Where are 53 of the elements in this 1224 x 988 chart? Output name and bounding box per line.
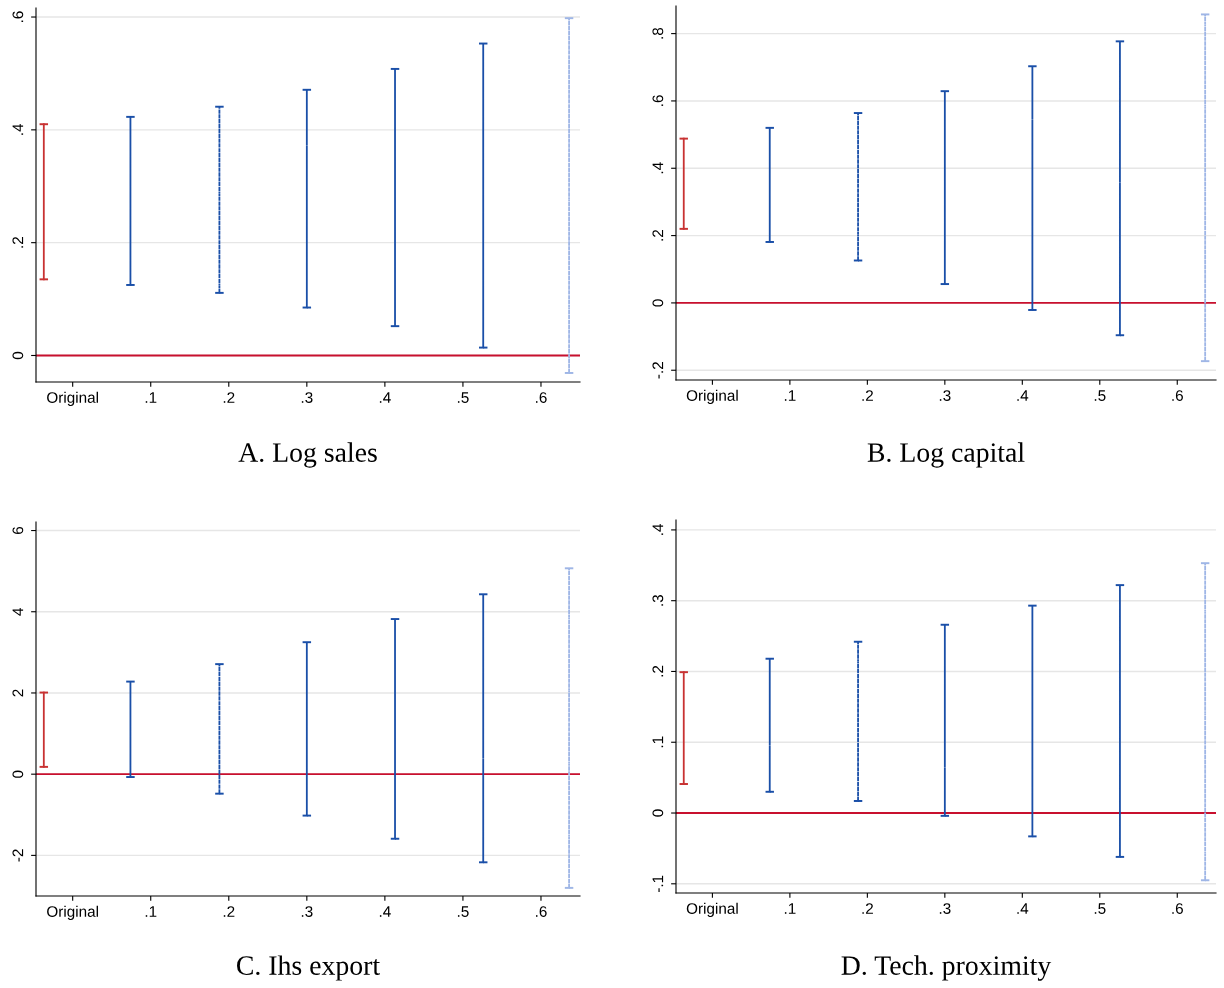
x-tick-label: Original [47,391,98,406]
y-tick-label: 0 [12,351,24,360]
x-tick-label: .4 [1017,390,1029,401]
x-tick-label: .5 [1094,390,1106,401]
x-tick-label: Original [686,902,738,917]
x-tick-label: .2 [223,392,235,403]
x-tick-label: .5 [457,392,469,403]
x-tick-label: .6 [536,906,547,917]
x-tick-label: .1 [145,906,157,917]
x-tick-label: .6 [536,392,547,403]
x-tick-label: .4 [379,392,391,403]
x-tick-label: .3 [939,390,951,401]
y-tick-label: .2 [652,229,664,241]
y-tick-label: .2 [12,237,24,248]
x-tick-label: .6 [1172,903,1183,914]
x-tick-label: .3 [939,903,951,914]
x-tick-label: Original [686,389,738,404]
y-tick-label: 0 [652,299,664,307]
y-tick-label: .6 [652,95,664,106]
x-tick-label: .5 [457,906,469,917]
y-tick-label: 0 [12,770,24,778]
y-tick-label: .3 [652,594,664,606]
y-tick-label: .2 [652,665,664,677]
x-tick-label: Original [47,905,98,920]
y-tick-label: .4 [652,162,664,174]
x-tick-label: .2 [862,903,873,914]
x-tick-label: .2 [223,906,235,917]
x-tick-label: .5 [1094,903,1106,914]
text: D. Tech. proximity [841,955,1052,981]
y-tick-label: .1 [652,736,664,748]
x-tick-label: .6 [1172,390,1183,401]
x-tick-label: .3 [301,392,313,403]
x-tick-label: .1 [784,903,796,914]
y-tick-label: -.2 [652,362,664,379]
y-tick-label: -.1 [652,875,664,893]
y-tick-label: 0 [652,809,664,817]
x-tick-label: .3 [301,906,313,917]
y-tick-label: .4 [12,123,24,135]
x-tick-label: .4 [379,906,391,917]
y-tick-label: .8 [652,27,664,39]
y-tick-label: 4 [12,607,24,616]
y-tick-label: .4 [652,523,664,535]
x-tick-label: .2 [862,390,873,401]
x-tick-label: .1 [784,390,796,401]
text: A. Log sales [238,442,377,468]
y-tick-label: -2 [12,849,24,862]
y-tick-label: 2 [12,689,24,697]
y-tick-label: 6 [12,526,24,534]
y-tick-label: .6 [12,11,24,22]
text: C. Ihs export [237,955,380,981]
x-tick-label: .1 [145,392,157,403]
x-tick-label: .4 [1017,903,1029,914]
text: B. Log capital [867,442,1025,468]
